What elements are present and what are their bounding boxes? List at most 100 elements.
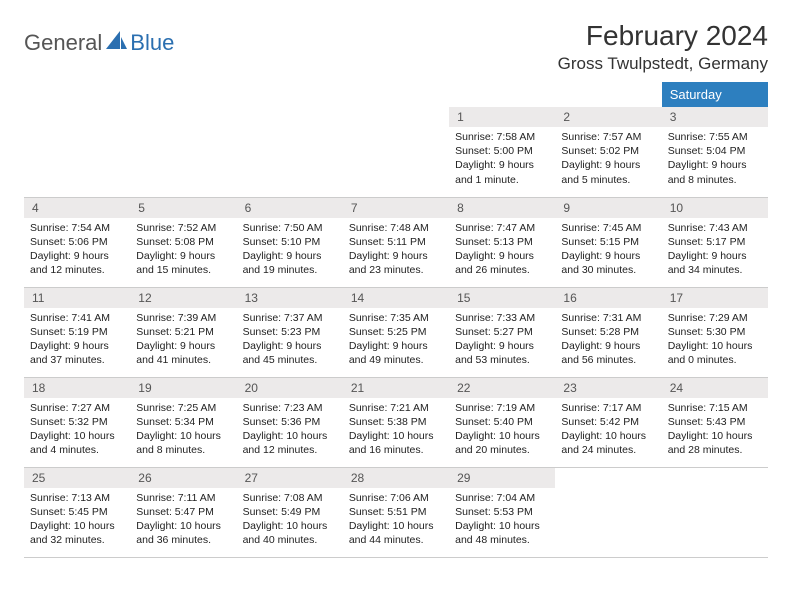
logo-text-general: General	[24, 30, 102, 56]
sunrise-text: Sunrise: 7:45 AM	[561, 221, 655, 235]
sunrise-text: Sunrise: 7:55 AM	[668, 130, 762, 144]
sunrise-text: Sunrise: 7:54 AM	[30, 221, 124, 235]
day-cell: 1Sunrise: 7:58 AMSunset: 5:00 PMDaylight…	[449, 107, 555, 197]
logo-sail-icon	[106, 31, 128, 56]
day-content: Sunrise: 7:11 AMSunset: 5:47 PMDaylight:…	[130, 488, 236, 552]
day-header: Tuesday	[237, 82, 343, 107]
sunrise-text: Sunrise: 7:47 AM	[455, 221, 549, 235]
day-number	[237, 107, 343, 113]
day-content: Sunrise: 7:19 AMSunset: 5:40 PMDaylight:…	[449, 398, 555, 462]
week-row: 25Sunrise: 7:13 AMSunset: 5:45 PMDayligh…	[24, 467, 768, 557]
day-content: Sunrise: 7:04 AMSunset: 5:53 PMDaylight:…	[449, 488, 555, 552]
sunrise-text: Sunrise: 7:50 AM	[243, 221, 337, 235]
day-number: 20	[237, 378, 343, 398]
day-header: Friday	[555, 82, 661, 107]
calendar-head: SundayMondayTuesdayWednesdayThursdayFrid…	[24, 82, 768, 107]
daylight-text: Daylight: 10 hours and 20 minutes.	[455, 429, 549, 457]
sunset-text: Sunset: 5:23 PM	[243, 325, 337, 339]
day-number: 9	[555, 198, 661, 218]
sunset-text: Sunset: 5:42 PM	[561, 415, 655, 429]
day-header: Wednesday	[343, 82, 449, 107]
daylight-text: Daylight: 10 hours and 40 minutes.	[243, 519, 337, 547]
sunset-text: Sunset: 5:53 PM	[455, 505, 549, 519]
sunrise-text: Sunrise: 7:21 AM	[349, 401, 443, 415]
daylight-text: Daylight: 9 hours and 12 minutes.	[30, 249, 124, 277]
day-cell: 28Sunrise: 7:06 AMSunset: 5:51 PMDayligh…	[343, 467, 449, 557]
sunset-text: Sunset: 5:30 PM	[668, 325, 762, 339]
daylight-text: Daylight: 10 hours and 32 minutes.	[30, 519, 124, 547]
day-content: Sunrise: 7:33 AMSunset: 5:27 PMDaylight:…	[449, 308, 555, 372]
day-content: Sunrise: 7:45 AMSunset: 5:15 PMDaylight:…	[555, 218, 661, 282]
sunrise-text: Sunrise: 7:41 AM	[30, 311, 124, 325]
day-number: 12	[130, 288, 236, 308]
day-cell: 3Sunrise: 7:55 AMSunset: 5:04 PMDaylight…	[662, 107, 768, 197]
day-cell: 22Sunrise: 7:19 AMSunset: 5:40 PMDayligh…	[449, 377, 555, 467]
sunset-text: Sunset: 5:51 PM	[349, 505, 443, 519]
day-number: 11	[24, 288, 130, 308]
day-cell	[237, 107, 343, 197]
day-number: 5	[130, 198, 236, 218]
sunrise-text: Sunrise: 7:06 AM	[349, 491, 443, 505]
day-cell: 17Sunrise: 7:29 AMSunset: 5:30 PMDayligh…	[662, 287, 768, 377]
day-number: 3	[662, 107, 768, 127]
day-cell: 11Sunrise: 7:41 AMSunset: 5:19 PMDayligh…	[24, 287, 130, 377]
day-cell: 6Sunrise: 7:50 AMSunset: 5:10 PMDaylight…	[237, 197, 343, 287]
day-number: 4	[24, 198, 130, 218]
day-number: 28	[343, 468, 449, 488]
sunset-text: Sunset: 5:25 PM	[349, 325, 443, 339]
day-cell: 18Sunrise: 7:27 AMSunset: 5:32 PMDayligh…	[24, 377, 130, 467]
sunrise-text: Sunrise: 7:37 AM	[243, 311, 337, 325]
day-cell	[24, 107, 130, 197]
sunset-text: Sunset: 5:34 PM	[136, 415, 230, 429]
day-content: Sunrise: 7:54 AMSunset: 5:06 PMDaylight:…	[24, 218, 130, 282]
daylight-text: Daylight: 9 hours and 49 minutes.	[349, 339, 443, 367]
daylight-text: Daylight: 10 hours and 0 minutes.	[668, 339, 762, 367]
day-content: Sunrise: 7:31 AMSunset: 5:28 PMDaylight:…	[555, 308, 661, 372]
sunset-text: Sunset: 5:45 PM	[30, 505, 124, 519]
day-number: 29	[449, 468, 555, 488]
sunrise-text: Sunrise: 7:57 AM	[561, 130, 655, 144]
sunset-text: Sunset: 5:06 PM	[30, 235, 124, 249]
header: General Blue February 2024 Gross Twulpst…	[24, 20, 768, 74]
calendar-table: SundayMondayTuesdayWednesdayThursdayFrid…	[24, 82, 768, 558]
day-number: 27	[237, 468, 343, 488]
day-number: 22	[449, 378, 555, 398]
day-cell: 12Sunrise: 7:39 AMSunset: 5:21 PMDayligh…	[130, 287, 236, 377]
day-cell	[662, 467, 768, 557]
day-number: 17	[662, 288, 768, 308]
day-cell: 2Sunrise: 7:57 AMSunset: 5:02 PMDaylight…	[555, 107, 661, 197]
day-number: 10	[662, 198, 768, 218]
day-content: Sunrise: 7:58 AMSunset: 5:00 PMDaylight:…	[449, 127, 555, 191]
day-number: 1	[449, 107, 555, 127]
sunrise-text: Sunrise: 7:31 AM	[561, 311, 655, 325]
sunrise-text: Sunrise: 7:08 AM	[243, 491, 337, 505]
day-number	[555, 468, 661, 474]
day-cell: 20Sunrise: 7:23 AMSunset: 5:36 PMDayligh…	[237, 377, 343, 467]
day-cell: 25Sunrise: 7:13 AMSunset: 5:45 PMDayligh…	[24, 467, 130, 557]
sunrise-text: Sunrise: 7:23 AM	[243, 401, 337, 415]
daylight-text: Daylight: 10 hours and 16 minutes.	[349, 429, 443, 457]
day-cell: 29Sunrise: 7:04 AMSunset: 5:53 PMDayligh…	[449, 467, 555, 557]
day-header: Monday	[130, 82, 236, 107]
day-content: Sunrise: 7:50 AMSunset: 5:10 PMDaylight:…	[237, 218, 343, 282]
day-cell: 9Sunrise: 7:45 AMSunset: 5:15 PMDaylight…	[555, 197, 661, 287]
sunrise-text: Sunrise: 7:17 AM	[561, 401, 655, 415]
day-cell: 13Sunrise: 7:37 AMSunset: 5:23 PMDayligh…	[237, 287, 343, 377]
day-number: 23	[555, 378, 661, 398]
day-content: Sunrise: 7:35 AMSunset: 5:25 PMDaylight:…	[343, 308, 449, 372]
sunrise-text: Sunrise: 7:39 AM	[136, 311, 230, 325]
sunrise-text: Sunrise: 7:13 AM	[30, 491, 124, 505]
daylight-text: Daylight: 9 hours and 53 minutes.	[455, 339, 549, 367]
sunset-text: Sunset: 5:19 PM	[30, 325, 124, 339]
sunset-text: Sunset: 5:43 PM	[668, 415, 762, 429]
sunset-text: Sunset: 5:28 PM	[561, 325, 655, 339]
day-number: 15	[449, 288, 555, 308]
day-content: Sunrise: 7:06 AMSunset: 5:51 PMDaylight:…	[343, 488, 449, 552]
day-cell: 26Sunrise: 7:11 AMSunset: 5:47 PMDayligh…	[130, 467, 236, 557]
daylight-text: Daylight: 10 hours and 48 minutes.	[455, 519, 549, 547]
title-block: February 2024 Gross Twulpstedt, Germany	[558, 20, 768, 74]
day-cell: 15Sunrise: 7:33 AMSunset: 5:27 PMDayligh…	[449, 287, 555, 377]
day-content: Sunrise: 7:47 AMSunset: 5:13 PMDaylight:…	[449, 218, 555, 282]
sunrise-text: Sunrise: 7:25 AM	[136, 401, 230, 415]
sunset-text: Sunset: 5:38 PM	[349, 415, 443, 429]
